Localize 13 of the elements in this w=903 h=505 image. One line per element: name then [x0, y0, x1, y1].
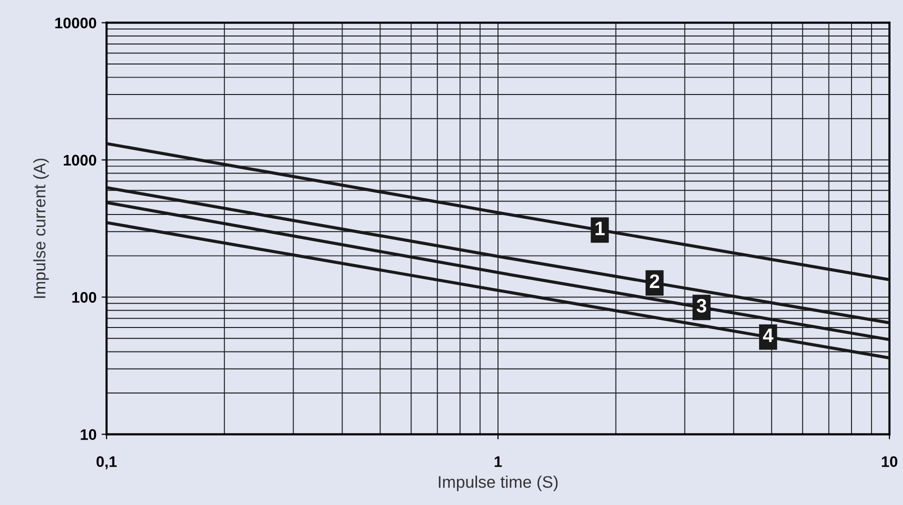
series-label: 1 — [596, 222, 605, 236]
series-label: 4 — [762, 328, 774, 342]
series-label: 2 — [650, 274, 660, 288]
x-tick-label: 1 — [494, 456, 502, 467]
x-tick-label: 10 — [882, 456, 898, 468]
y-axis-title: Impulse current (A) — [33, 158, 49, 298]
x-tick-label: 0,1 — [96, 456, 117, 470]
y-tick-label: 100 — [72, 292, 96, 303]
x-axis-title: Impulse time (S) — [438, 476, 558, 492]
series-label: 3 — [696, 298, 706, 313]
y-tick-label: 10 — [80, 429, 96, 440]
y-tick-label: 1000 — [64, 154, 96, 166]
y-tick-label: 10000 — [55, 18, 96, 28]
